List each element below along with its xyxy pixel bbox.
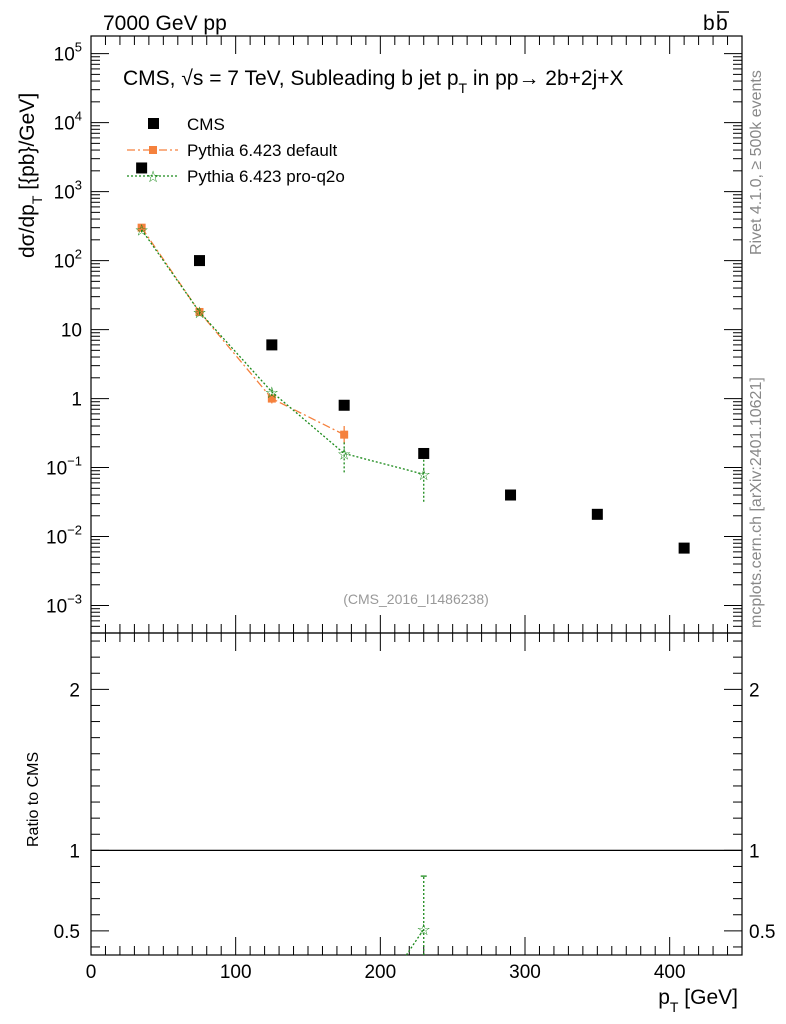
- mcplots-label: mcplots.cern.ch [arXiv:2401.10621]: [748, 377, 765, 628]
- point-cms: [678, 542, 690, 554]
- legend-label-proq2o: Pythia 6.423 pro-q2o: [187, 167, 345, 186]
- title-sqrt: √: [181, 67, 193, 90]
- ratio-y-tick-label-right: 1: [749, 841, 760, 862]
- ratio-point-pythia-proq2o: ☆: [417, 922, 431, 939]
- point-pythia-default: [340, 430, 349, 439]
- y-label-sub: T: [29, 195, 45, 204]
- point-cms: [505, 489, 517, 501]
- header-bbar: b: [716, 12, 728, 35]
- title-s: s: [193, 67, 204, 90]
- main-y-tick-label: 10−2: [46, 523, 82, 549]
- point-cms: [194, 255, 205, 267]
- series-line-pythia-default: [141, 227, 345, 436]
- legend: CMS Pythia 6.423 default ☆ Pythia 6.423 …: [127, 115, 345, 186]
- main-y-tick-label: 105: [54, 40, 82, 66]
- point-cms: [418, 447, 430, 459]
- x-tick-label: 100: [220, 962, 252, 983]
- title-sub: T: [459, 80, 468, 96]
- point-pythia-proq2o: ☆: [192, 305, 206, 322]
- legend-label-default: Pythia 6.423 default: [187, 141, 338, 160]
- ratio-y-tick-label: 0.5: [54, 922, 80, 943]
- x-tick-label: 200: [364, 962, 396, 983]
- main-x-axis-ticks: [90, 36, 743, 633]
- main-y-tick-label: 102: [54, 247, 82, 273]
- legend-marker-proq2o: ☆: [146, 169, 160, 186]
- point-pythia-proq2o: ☆: [265, 385, 279, 402]
- title-prefix: CMS,: [123, 67, 181, 90]
- point-cms: [266, 339, 278, 351]
- ratio-data-layer: ☆: [91, 849, 742, 956]
- x-tick-label: 400: [654, 962, 686, 983]
- ratio-line-pythia-proq2o: [405, 928, 425, 956]
- point-pythia-proq2o: ☆: [417, 467, 431, 484]
- x-tick-label: 0: [86, 962, 97, 983]
- rivet-label: Rivet 4.1.0, ≥ 500k events: [748, 70, 765, 255]
- ratio-y-tick-label: 2: [69, 680, 80, 701]
- ratio-y-label: Ratio to CMS: [25, 752, 42, 847]
- main-y-tick-label: 10−3: [46, 592, 82, 618]
- header-process-label: b b: [703, 11, 729, 35]
- main-y-tick-label: 1: [71, 390, 82, 411]
- ratio-y-tick-label-right: 2: [749, 680, 760, 701]
- main-y-tick-label: 10−1: [46, 454, 82, 480]
- x-label-unit: [GeV]: [678, 986, 738, 1009]
- ratio-y-tick-label: 1: [69, 841, 80, 862]
- legend-label-cms: CMS: [187, 115, 225, 134]
- y-label-unit: [{pb}/GeV]: [16, 93, 39, 196]
- ratio-y-axis: 0.5 0.5 1 1 2 2: [54, 640, 775, 948]
- header-b: b: [703, 12, 715, 35]
- analysis-tag: (CMS_2016_I1486238): [343, 591, 489, 607]
- x-axis-label: pT [GeV]: [658, 986, 738, 1015]
- point-cms: [591, 508, 603, 520]
- main-y-label: dσ/dpT [{pb}/GeV]: [16, 93, 45, 258]
- header-collision-label: 7000 GeV pp: [103, 12, 227, 35]
- ratio-x-axis: 0 100 200 300 400: [86, 633, 743, 983]
- point-cms: [136, 162, 148, 174]
- title-process: in pp→ 2b+2j+X: [467, 67, 623, 90]
- main-data-layer: ☆ ☆ ☆ ☆ ☆: [134, 162, 690, 554]
- main-y-tick-label: 10: [61, 321, 82, 342]
- point-pythia-proq2o: ☆: [337, 446, 351, 463]
- x-tick-label: 300: [509, 962, 541, 983]
- y-label-main: dσ/dp: [16, 204, 39, 258]
- main-y-tick-label: 104: [54, 109, 82, 135]
- ratio-panel-frame: [90, 632, 743, 956]
- legend-marker-cms: [148, 118, 159, 129]
- point-pythia-default: [267, 394, 276, 403]
- point-pythia-proq2o: ☆: [134, 223, 148, 240]
- x-label-sub: T: [670, 999, 679, 1015]
- point-cms: [338, 399, 350, 411]
- series-line-pythia-proq2o: [141, 229, 424, 475]
- plot-title: CMS, √s = 7 TeV, Subleading b jet pT in …: [123, 67, 624, 96]
- x-label-main: p: [658, 986, 670, 1009]
- main-y-tick-label: 103: [54, 178, 82, 204]
- legend-marker-default: [149, 146, 157, 154]
- title-energy: = 7 TeV, Subleading b jet p: [203, 67, 458, 90]
- ratio-y-tick-label-right: 0.5: [749, 922, 775, 943]
